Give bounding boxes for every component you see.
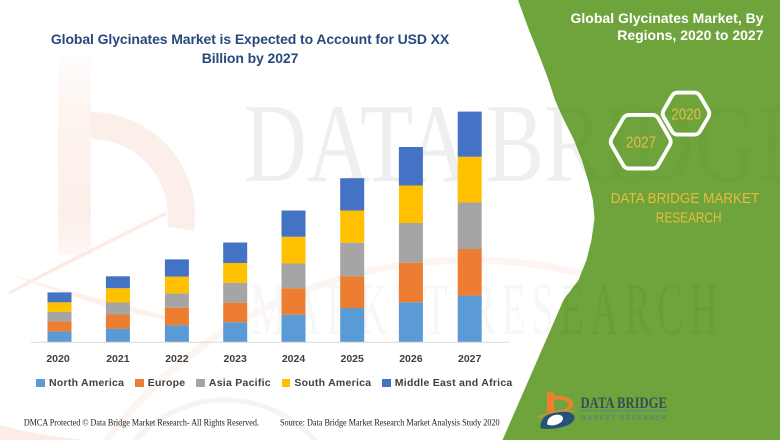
svg-text:2020: 2020 — [671, 106, 701, 123]
svg-text:DATA BRIDGE MARKET: DATA BRIDGE MARKET — [611, 190, 760, 207]
svg-text:DMCA Protected © Data Bridge M: DMCA Protected © Data Bridge Market Rese… — [24, 417, 259, 428]
svg-text:RESEARCH: RESEARCH — [656, 210, 722, 227]
svg-text:MARKET RESEARCH: MARKET RESEARCH — [581, 415, 666, 422]
svg-text:2027: 2027 — [626, 134, 656, 151]
svg-text:Source: Data Bridge Market Res: Source: Data Bridge Market Research Mark… — [280, 418, 500, 428]
svg-text:DATA BRIDGE: DATA BRIDGE — [581, 395, 668, 412]
